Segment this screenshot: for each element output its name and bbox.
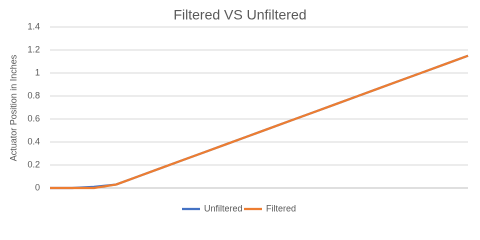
background [0, 0, 480, 224]
y-tick-label: 0.4 [27, 136, 40, 146]
y-tick-label: 1.4 [27, 21, 40, 31]
y-tick-label: 0.8 [27, 90, 40, 100]
series-line [50, 54, 469, 190]
y-tick-label: 0.6 [27, 113, 40, 123]
y-tick-label: 0 [35, 182, 40, 192]
y-tick-label: 1.2 [27, 44, 40, 54]
chart: Filtered VS Unfiltered Actuator Position… [0, 0, 480, 224]
legend-label: Filtered [266, 203, 296, 213]
chart-title: Filtered VS Unfiltered [173, 7, 306, 23]
legend-label: Unfiltered [204, 203, 243, 213]
y-tick-label: 0.2 [27, 159, 40, 169]
y-tick-label: 1 [35, 67, 40, 77]
y-axis-label: Actuator Position in Inches [8, 54, 18, 161]
